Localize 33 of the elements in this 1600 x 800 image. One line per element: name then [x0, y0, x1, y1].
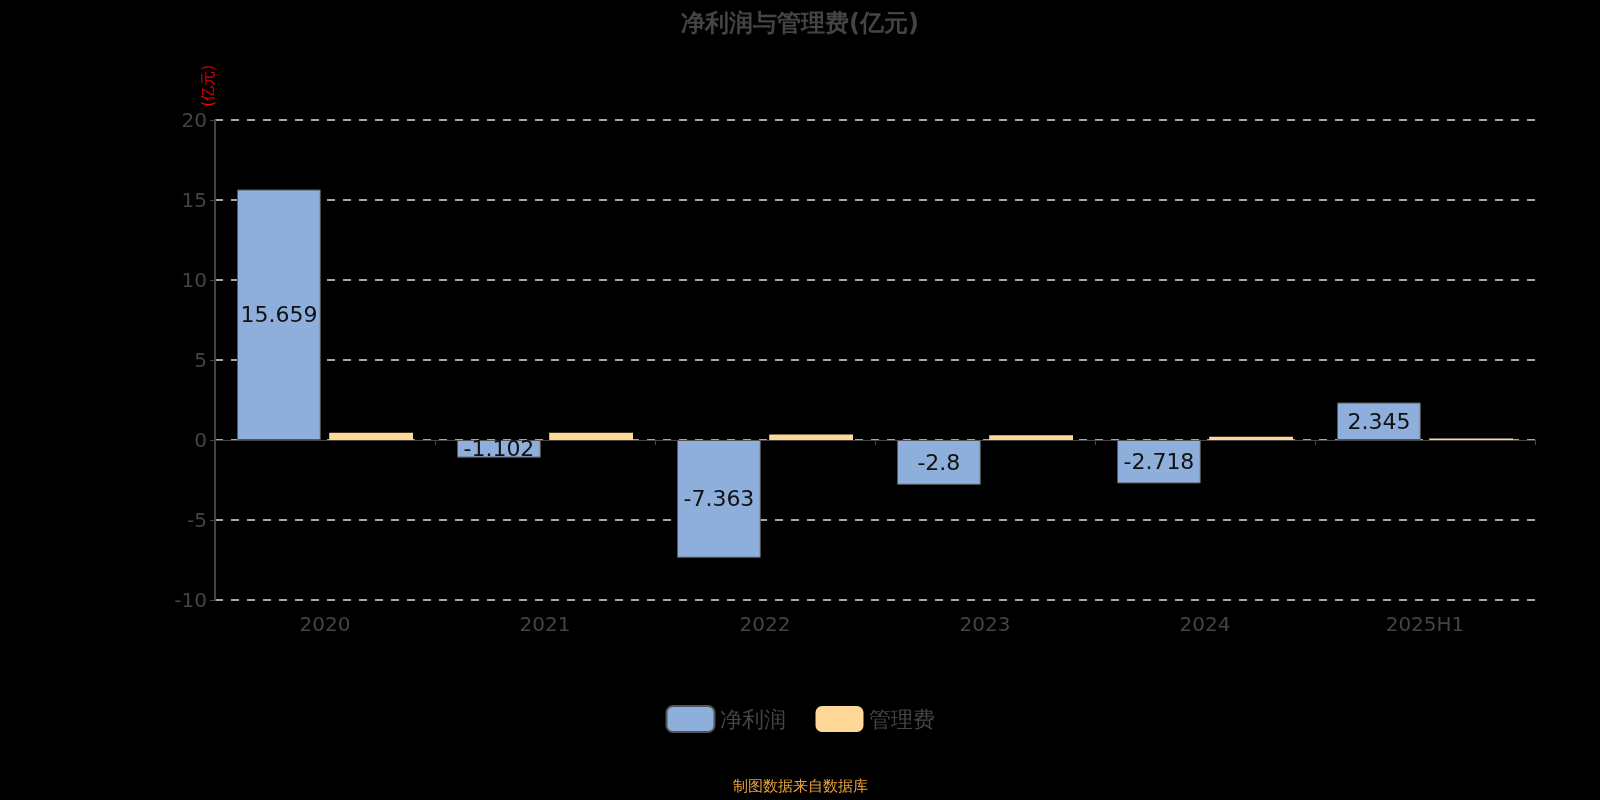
y-tick-label: 10: [181, 268, 207, 292]
bar: [769, 434, 853, 440]
bar: [1209, 436, 1293, 440]
bar: [989, 435, 1073, 440]
bar: [549, 432, 633, 440]
y-tick-label: 5: [194, 348, 207, 372]
x-tick-label: 2022: [739, 612, 791, 636]
legend-label: 净利润: [719, 706, 786, 732]
bar: [1117, 440, 1201, 484]
x-tick-label: 2020: [299, 612, 351, 636]
data-label: 2.345: [1347, 408, 1411, 434]
data-label: 15.659: [240, 302, 318, 328]
bar: [897, 440, 981, 485]
data-label: -2.718: [1123, 449, 1195, 475]
bar: [237, 189, 321, 440]
legend-label: 管理费: [868, 706, 935, 732]
data-label: -1.102: [463, 436, 535, 462]
y-tick-label: -5: [187, 508, 207, 532]
x-tick-label: 2024: [1179, 612, 1231, 636]
text: 制图数据来自数据库: [732, 776, 868, 795]
bar: [677, 440, 761, 558]
x-tick-label: 2021: [519, 612, 571, 636]
data-label: -7.363: [683, 486, 755, 512]
x-tick-label: 2023: [959, 612, 1011, 636]
y-tick-label: 0: [194, 428, 207, 452]
y-tick-label: -10: [174, 588, 207, 612]
y-tick-label: 20: [181, 108, 207, 132]
bar: [329, 432, 413, 440]
y-tick-label: 15: [181, 188, 207, 212]
data-label: -2.8: [917, 449, 961, 475]
chart-title: 净利润与管理费(亿元): [681, 9, 919, 37]
x-tick-label: 2025H1: [1385, 612, 1465, 636]
y-axis-title: (亿元): [198, 65, 217, 107]
